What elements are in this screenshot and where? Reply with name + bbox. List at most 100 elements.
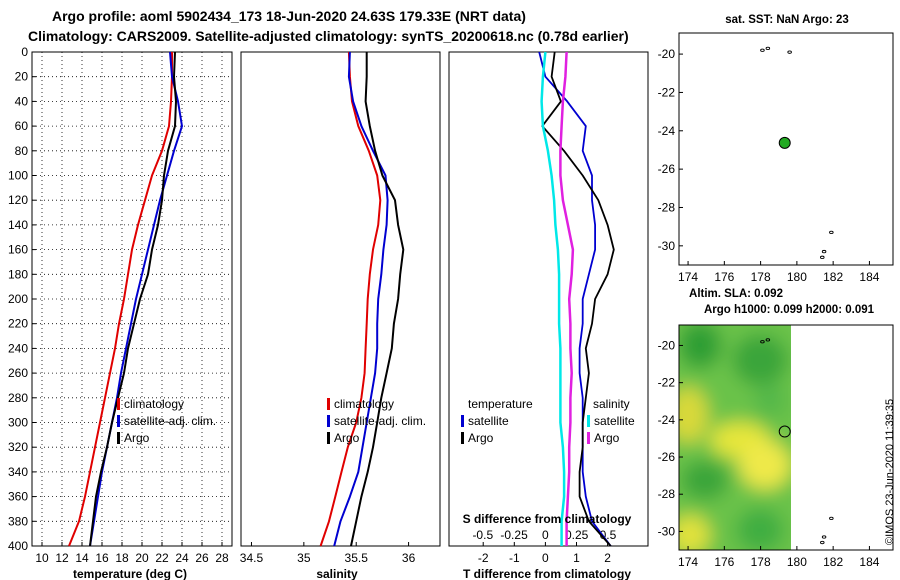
latitude-tick-label: -24 [658,413,676,427]
depth-tick-label: 260 [8,366,28,380]
legend-label-satellite: satellite-adj. clim. [334,414,426,428]
longitude-tick-label: 178 [751,555,771,569]
island-outline [787,50,792,54]
temperature-tick-label: 20 [135,551,149,565]
sst-map-argo-marker [778,136,791,149]
difference-line-s-argo [559,51,575,546]
depth-tick-label: 280 [8,391,28,405]
temperature-legend: climatology satellite-adj. clim. Argo [117,397,216,445]
difference-line-t-argo [541,51,615,547]
longitude-tick-label: 174 [678,270,698,284]
longitude-tick-label: 176 [714,270,734,284]
temperature-xlabel: temperature (deg C) [73,567,187,580]
sla-map-frame-outline [678,324,894,551]
legend-title-temperature: temperature [468,397,533,411]
island-outline [829,516,834,521]
temperature-series [68,51,183,547]
figure-title-line2: Climatology: CARS2009. Satellite-adjuste… [28,28,629,44]
depth-tick-label: 80 [15,144,29,158]
island-outline [760,48,765,52]
legend-label-t-argo: Argo [468,431,494,445]
depth-tick-label: 380 [8,514,28,528]
sla-map-argo-marker [778,425,791,438]
latitude-tick-label: -20 [658,338,676,352]
temperature-tick-label: 24 [175,551,189,565]
temperature-line-climatology [68,52,173,547]
depth-tick-label: 400 [8,539,28,553]
difference-tick-labels: -2 -1 0 1 2-0.5 -0.25 0 0.25 0.5 [472,528,616,565]
salinity-tick-label: 36 [402,551,416,565]
longitude-tick-label: 184 [859,270,879,284]
longitude-tick-label: 180 [787,270,807,284]
longitude-tick-label: 176 [714,555,734,569]
depth-tick-label: 160 [8,243,28,257]
island-outline [765,46,771,50]
longitude-tick-label: 174 [678,555,698,569]
sst-map-title: sat. SST: NaN Argo: 23 [725,14,849,26]
temperature-tick-label: 16 [95,551,109,565]
legend-label-argo: Argo [334,431,360,445]
salinity-legend: climatology satellite-adj. clim. Argo [327,397,426,445]
latitude-tick-label: -26 [658,162,676,176]
legend-label-argo: Argo [124,431,150,445]
difference-plot-frame [448,51,649,547]
argo-position-marker [778,425,791,438]
salinity-line-satellite [333,51,389,547]
island-outline [765,338,771,342]
depth-tick-label: 40 [15,94,29,108]
t-difference-tick-label: 1 [573,551,580,565]
sla-heatmap [679,325,791,550]
depth-tick-label: 100 [8,169,28,183]
depth-tick-label: 360 [8,490,28,504]
salinity-plot-frame [240,51,441,547]
depth-tick-label: 140 [8,218,28,232]
s-difference-tick-label: 0 [542,528,549,542]
salinity-tick-label: 35 [297,551,311,565]
temperature-tick-label: 26 [195,551,209,565]
island-outline [821,535,827,539]
island-outline [760,340,765,344]
s-difference-label: S difference from climatology [463,512,632,526]
t-difference-tick-label: -1 [509,551,520,565]
sst-map-islands [760,46,834,259]
difference-panel: -2 -1 0 1 2-0.5 -0.25 0 0.25 0.5 S difference fr… [448,51,649,580]
legend-swatch-t-argo [461,432,464,444]
depth-tick-label: 120 [8,193,28,207]
imos-credit: ©IMOS 23-Jun-2020 11:39:35 [884,399,896,545]
temperature-grid [32,52,232,546]
legend-label-climatology: climatology [124,397,184,411]
island-outline [820,255,825,259]
difference-series [538,51,615,547]
depth-tick-label: 220 [8,317,28,331]
legend-swatch-climatology [117,398,120,410]
sla-map-title-line1: Altim. SLA: 0.092 [689,288,783,300]
legend-swatch-satellite [117,415,120,427]
depth-tick-label: 320 [8,440,28,454]
salinity-tick-labels: 34.5 35 35.5 36 [240,542,416,565]
latitude-tick-label: -24 [658,124,676,138]
legend-swatch-argo [327,432,330,444]
depth-tick-label: 180 [8,267,28,281]
temperature-tick-label: 14 [75,551,89,565]
temperature-tick-label: 28 [215,551,229,565]
latitude-tick-label: -22 [658,376,676,390]
longitude-tick-label: 178 [751,270,771,284]
t-difference-xlabel: T difference from climatology [463,567,631,580]
difference-line-s-satellite [540,51,566,546]
depth-tick-label: 300 [8,416,28,430]
t-difference-tick-label: 0 [542,551,549,565]
s-difference-tick-label: -0.5 [472,528,493,542]
sla-map: Altim. SLA: 0.092 Argo h1000: 0.099 h200… [658,288,894,569]
depth-tick-label: 240 [8,341,28,355]
depth-tick-label: 60 [15,119,29,133]
sla-map-tick-labels: 174 176 178 180 182 184 -20 -22 -24 -26 -28 -30 [658,338,880,569]
sla-map-islands [760,338,834,545]
depth-tick-labels: 0 20 40 60 80 100 120 140 160 180 200 220 240 260 280 3… [8,45,36,553]
island-outline [829,230,834,235]
figure-title-line1: Argo profile: aoml 5902434_173 18-Jun-20… [52,8,526,24]
depth-tick-label: 200 [8,292,28,306]
latitude-tick-label: -20 [658,47,676,61]
temperature-tick-labels: 10 12 14 16 18 20 22 24 26 28 [35,542,229,565]
latitude-tick-label: -28 [658,200,676,214]
legend-label-s-satellite: satellite [594,414,635,428]
